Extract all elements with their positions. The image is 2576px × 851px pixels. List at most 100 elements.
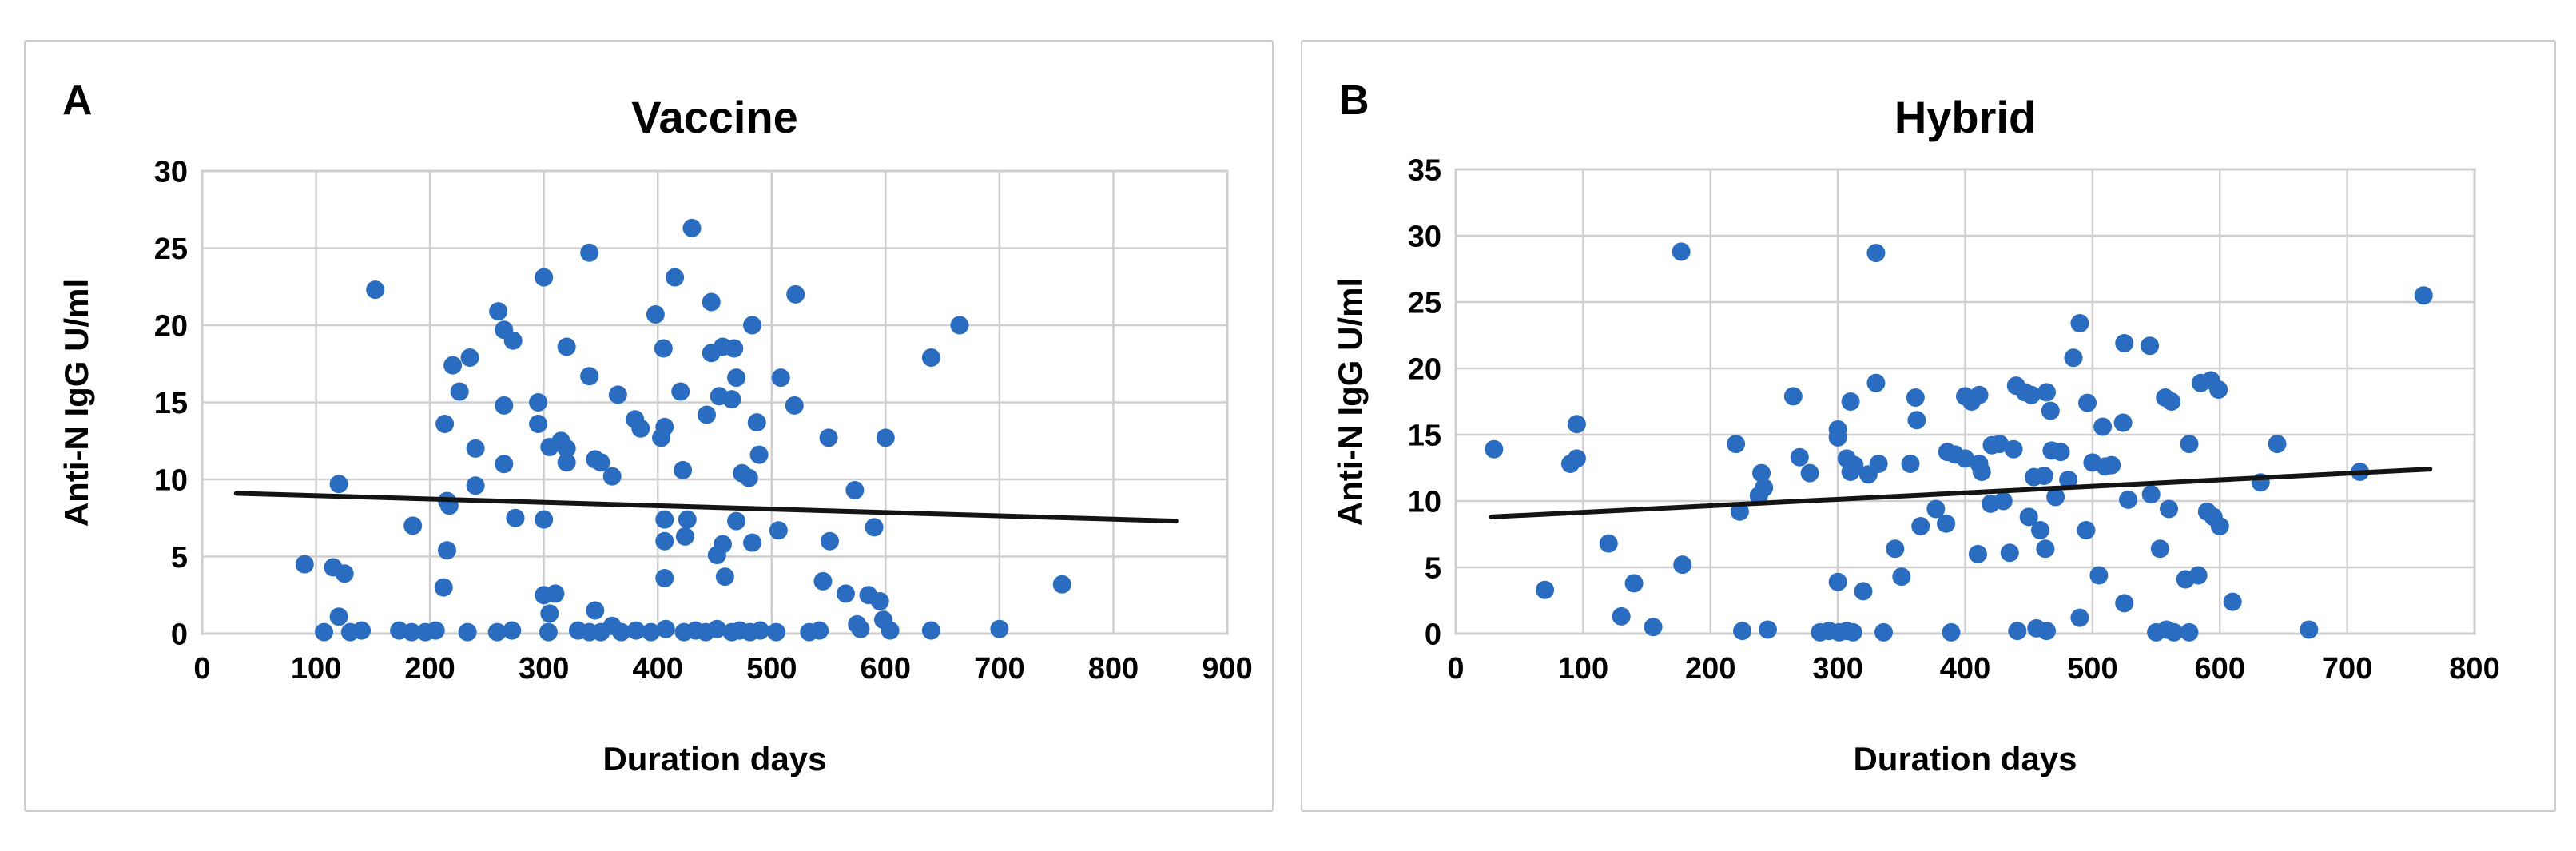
x-tick-label: 100: [1558, 652, 1608, 686]
x-tick-label: 0: [193, 652, 210, 686]
data-point: [495, 396, 514, 415]
data-point: [434, 578, 453, 597]
data-point: [771, 368, 790, 388]
data-point: [1485, 439, 1504, 459]
x-tick-label: 400: [633, 652, 683, 686]
data-point: [698, 405, 717, 424]
data-point: [1906, 388, 1925, 408]
data-point: [626, 621, 646, 640]
data-point: [2036, 539, 2055, 559]
data-point: [1886, 539, 1905, 559]
data-point: [2000, 543, 2019, 563]
data-point: [722, 390, 741, 409]
data-point: [674, 460, 693, 479]
data-point: [1972, 462, 1991, 481]
x-tick-label: 300: [519, 652, 569, 686]
x-tick-label: 800: [1088, 652, 1139, 686]
data-point: [743, 533, 762, 552]
data-point: [1956, 449, 1974, 468]
data-point: [702, 292, 721, 312]
panel-vaccine: 0 100 200 300 400 500 600 700 800 900 0 5 10 15 20 25 30…: [24, 40, 1274, 812]
data-point: [743, 316, 762, 335]
y-tick-label: 0: [1425, 618, 1441, 651]
data-point: [851, 619, 870, 638]
data-point: [1907, 411, 1926, 430]
data-point: [2021, 385, 2041, 404]
data-point: [435, 415, 455, 434]
data-point: [539, 622, 558, 642]
data-point: [727, 368, 746, 388]
trendline: [1489, 467, 2433, 519]
data-point: [366, 280, 385, 300]
data-point: [876, 428, 895, 447]
data-point: [2141, 336, 2160, 356]
y-tick-label: 30: [154, 155, 188, 189]
data-point: [682, 218, 702, 237]
data-point: [2034, 466, 2053, 485]
vaccine-scatter-plot: 0 100 200 300 400 500 600 700 800 900 0 5 10 15 20 25 30: [154, 155, 1253, 686]
data-point: [503, 621, 522, 640]
data-point: [2414, 286, 2433, 305]
data-point: [602, 467, 622, 486]
y-tick-label: 10: [1408, 485, 1441, 519]
data-point: [646, 304, 665, 324]
data-point: [506, 508, 525, 527]
x-tick-label: 300: [1812, 652, 1862, 686]
vaccine-chart-title: Vaccine: [631, 92, 798, 142]
data-point: [2031, 521, 2050, 540]
data-point: [2268, 435, 2287, 454]
data-point: [1970, 385, 1989, 404]
data-point: [1901, 455, 1920, 474]
data-point: [1942, 622, 1961, 642]
data-point: [656, 619, 675, 638]
data-point: [580, 367, 599, 386]
x-tick-label: 800: [2449, 652, 2499, 686]
data-point: [1567, 415, 1586, 434]
data-point: [557, 439, 576, 458]
data-point: [402, 622, 421, 642]
data-point: [921, 621, 940, 640]
data-point: [540, 604, 559, 623]
x-tick-label: 100: [291, 652, 341, 686]
y-tick-label: 5: [171, 541, 188, 575]
data-point: [749, 445, 769, 464]
y-tick-label: 15: [1408, 419, 1441, 452]
data-point: [2093, 417, 2113, 436]
data-point: [1599, 534, 1618, 553]
data-point: [990, 619, 1009, 638]
data-point: [1752, 463, 1771, 483]
data-point: [580, 243, 599, 262]
data-point: [865, 518, 884, 537]
hybrid-chart-title: Hybrid: [1894, 92, 2037, 142]
data-point: [785, 396, 804, 415]
data-point: [2078, 393, 2097, 412]
data-point: [1644, 618, 1663, 637]
data-point: [2070, 314, 2089, 333]
data-point: [2051, 443, 2070, 462]
data-point: [315, 622, 334, 642]
y-tick-label: 25: [154, 233, 188, 266]
data-point: [1727, 435, 1746, 454]
vaccine-y-axis-title: Anti-N IgG U/ml: [58, 278, 95, 527]
data-point: [666, 268, 685, 287]
data-point: [2115, 594, 2134, 613]
y-tick-label: 10: [154, 463, 188, 497]
data-point: [2300, 620, 2319, 639]
x-tick-label: 400: [1940, 652, 1990, 686]
data-point: [612, 622, 631, 642]
data-point: [1968, 544, 1987, 563]
data-point: [2209, 380, 2228, 400]
data-point: [707, 619, 726, 638]
data-point: [1673, 555, 1692, 575]
data-point: [2089, 566, 2109, 585]
data-point: [495, 455, 514, 474]
data-point: [295, 555, 314, 574]
data-point: [2210, 517, 2229, 536]
data-point: [1733, 622, 1752, 641]
data-point: [1841, 392, 1860, 411]
data-point: [329, 607, 348, 626]
data-point: [586, 601, 605, 620]
data-point: [819, 428, 838, 447]
data-point: [1800, 463, 1819, 483]
data-point: [403, 516, 423, 535]
